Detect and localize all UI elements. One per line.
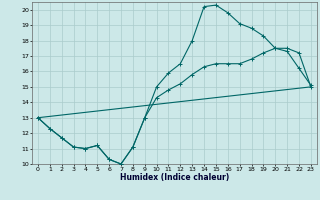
X-axis label: Humidex (Indice chaleur): Humidex (Indice chaleur) bbox=[120, 173, 229, 182]
